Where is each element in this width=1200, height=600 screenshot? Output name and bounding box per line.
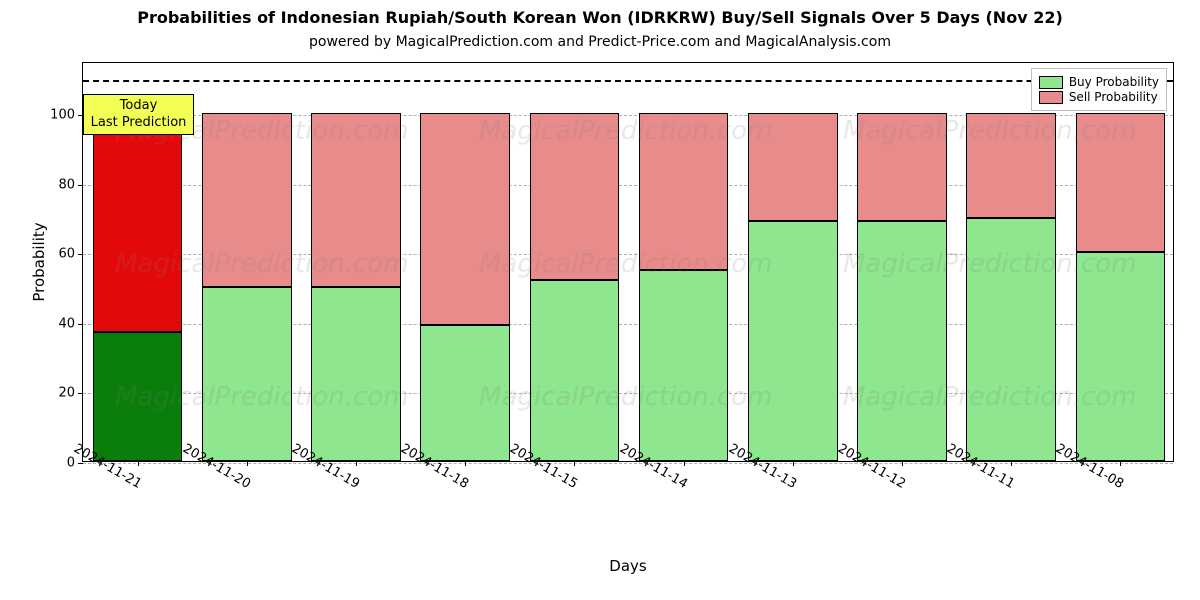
y-tick-label: 60 [58, 247, 75, 262]
bar-group [420, 61, 510, 461]
bar-sell [748, 113, 838, 221]
watermark-text: MagicalPrediction.com [479, 382, 773, 412]
bar-buy [420, 325, 510, 461]
y-tick-label: 20 [58, 386, 75, 401]
legend-swatch [1039, 91, 1063, 104]
legend-swatch [1039, 76, 1063, 89]
chart-container: Probabilities of Indonesian Rupiah/South… [0, 0, 1200, 600]
legend-label: Buy Probability [1069, 75, 1159, 89]
y-tick-mark [78, 324, 83, 325]
chart-title: Probabilities of Indonesian Rupiah/South… [0, 8, 1200, 27]
bar-group [530, 61, 620, 461]
bar-buy [530, 280, 620, 461]
bar-buy [748, 221, 838, 461]
bar-sell [1076, 113, 1166, 252]
y-tick-mark [78, 254, 83, 255]
bar-group [1076, 61, 1166, 461]
x-tick-mark [902, 461, 903, 466]
bar-sell [311, 113, 401, 287]
x-tick-mark [1011, 461, 1012, 466]
bar-buy [857, 221, 947, 461]
bar-buy [93, 332, 183, 461]
y-tick-mark [78, 393, 83, 394]
bar-buy [1076, 252, 1166, 461]
bar-group [966, 61, 1056, 461]
bar-sell [639, 113, 729, 270]
x-tick-mark [1120, 461, 1121, 466]
legend-label: Sell Probability [1069, 90, 1158, 104]
x-tick-mark [684, 461, 685, 466]
plot-area: MagicalPrediction.com MagicalPrediction.c… [82, 62, 1174, 462]
x-tick-mark [574, 461, 575, 466]
bar-sell [857, 113, 947, 221]
legend: Buy ProbabilitySell Probability [1031, 68, 1167, 111]
bar-group [857, 61, 947, 461]
bar-group [311, 61, 401, 461]
x-axis-label: Days [609, 557, 646, 575]
bar-buy [202, 287, 292, 461]
y-axis-label: Probability [30, 222, 48, 301]
y-tick-mark [78, 185, 83, 186]
x-tick-mark [356, 461, 357, 466]
chart-subtitle: powered by MagicalPrediction.com and Pre… [0, 34, 1200, 50]
bar-sell [530, 113, 620, 280]
legend-item: Sell Probability [1039, 90, 1159, 104]
bar-sell [420, 113, 510, 325]
x-tick-mark [793, 461, 794, 466]
bar-buy [639, 270, 729, 461]
y-tick-label: 80 [58, 177, 75, 192]
bar-buy [966, 218, 1056, 461]
bar-sell [202, 113, 292, 287]
watermark-text: MagicalPrediction.com [479, 116, 773, 146]
bar-group [639, 61, 729, 461]
y-tick-label: 40 [58, 316, 75, 331]
y-tick-mark [78, 463, 83, 464]
bar-group [748, 61, 838, 461]
x-tick-mark [465, 461, 466, 466]
annotation-line1: Today [91, 98, 187, 114]
bar-sell [93, 113, 183, 332]
x-tick-mark [138, 461, 139, 466]
bar-sell [966, 113, 1056, 217]
annotation-line2: Last Prediction [91, 115, 187, 131]
legend-item: Buy Probability [1039, 75, 1159, 89]
y-tick-label: 100 [50, 108, 75, 123]
x-tick-mark [247, 461, 248, 466]
y-tick-label: 0 [67, 456, 75, 471]
bar-group [202, 61, 292, 461]
bar-buy [311, 287, 401, 461]
target-line [83, 80, 1173, 82]
today-annotation: TodayLast Prediction [83, 94, 195, 135]
